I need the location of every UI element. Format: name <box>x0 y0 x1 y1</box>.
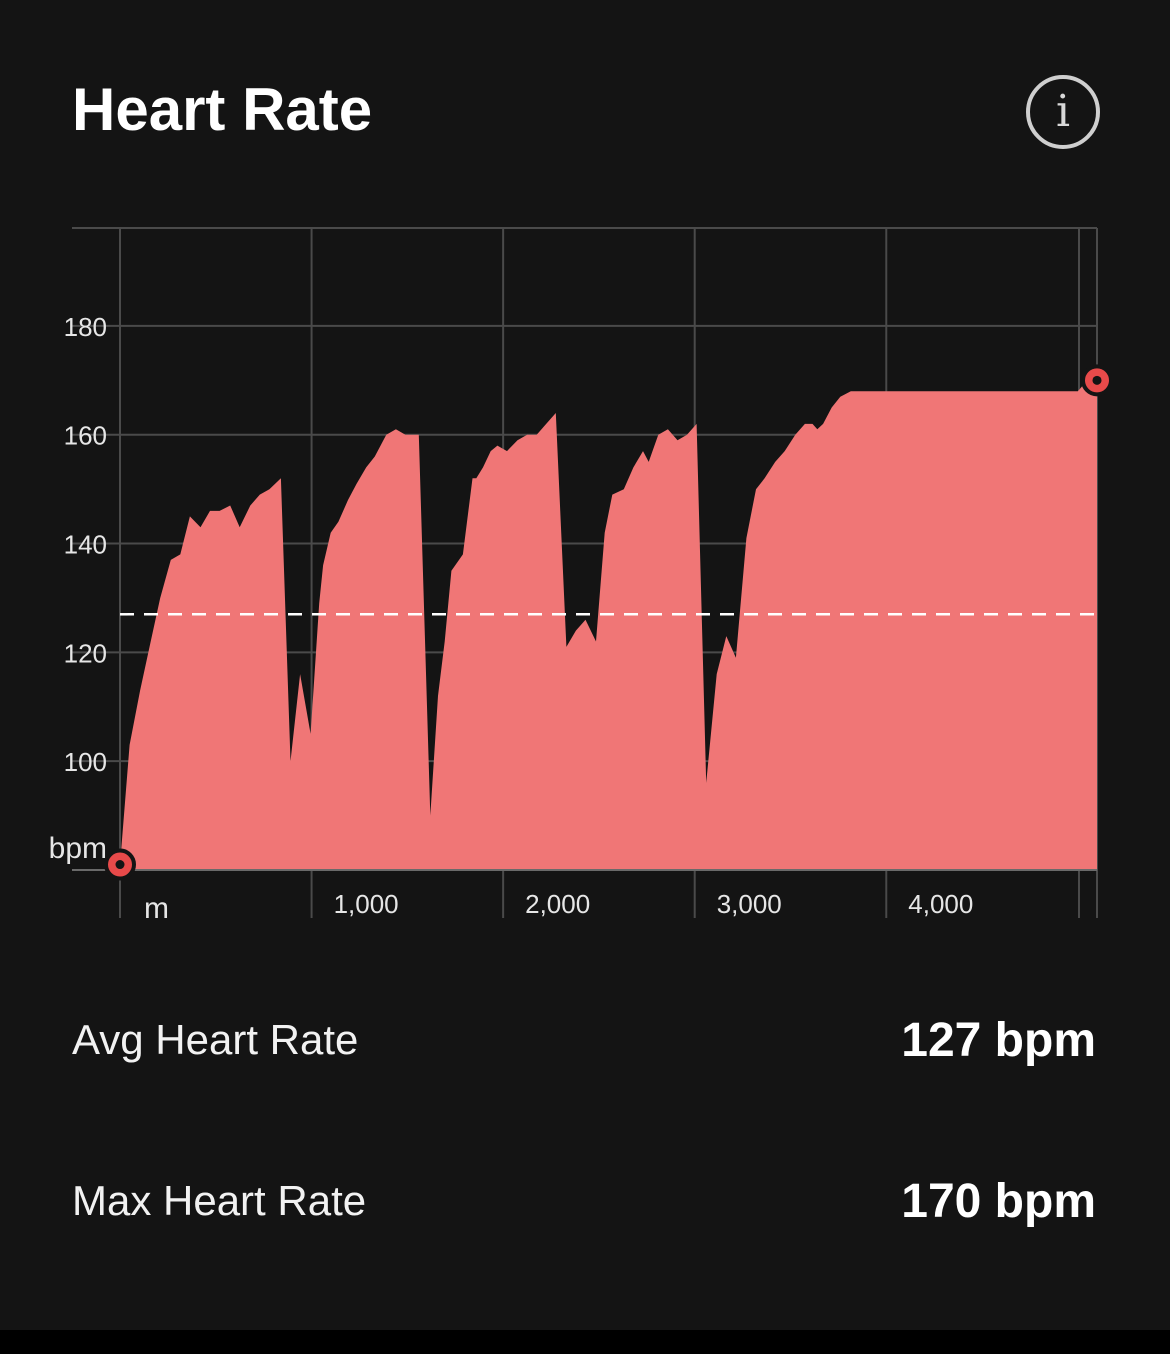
max-heart-rate-value: 170 bpm <box>901 1174 1096 1228</box>
y-tick-label: 140 <box>64 530 107 560</box>
max-heart-rate-row: Max Heart Rate 170 bpm <box>72 1166 1096 1236</box>
x-axis-unit-label: m <box>144 892 169 925</box>
point-marker-center <box>1092 375 1102 385</box>
heart-rate-chart: 100 120 140 160 180 1,000 2,000 3,000 4,000 bpm m <box>49 227 1113 925</box>
avg-heart-rate-value: 127 bpm <box>901 1013 1096 1067</box>
avg-heart-rate-label: Avg Heart Rate <box>72 1016 359 1063</box>
max-heart-rate-label: Max Heart Rate <box>72 1177 367 1224</box>
info-icon: i <box>1055 86 1071 137</box>
heart-rate-area <box>120 380 1097 870</box>
bottom-bar <box>0 1330 1170 1354</box>
x-tick-label: 1,000 <box>334 889 399 919</box>
y-axis-unit-label: bpm <box>49 832 107 865</box>
x-tick-label: 2,000 <box>525 889 590 919</box>
y-tick-label: 180 <box>64 312 107 342</box>
point-marker-center <box>115 860 125 870</box>
x-tick-label: 3,000 <box>717 889 782 919</box>
info-button[interactable]: i <box>1026 75 1100 149</box>
y-tick-label: 120 <box>64 638 107 668</box>
y-tick-label: 100 <box>64 747 107 777</box>
page-title: Heart Rate <box>72 76 373 143</box>
y-tick-label: 160 <box>64 421 107 451</box>
x-tick-label: 4,000 <box>908 889 973 919</box>
avg-heart-rate-row: Avg Heart Rate 127 bpm <box>72 1005 1096 1075</box>
